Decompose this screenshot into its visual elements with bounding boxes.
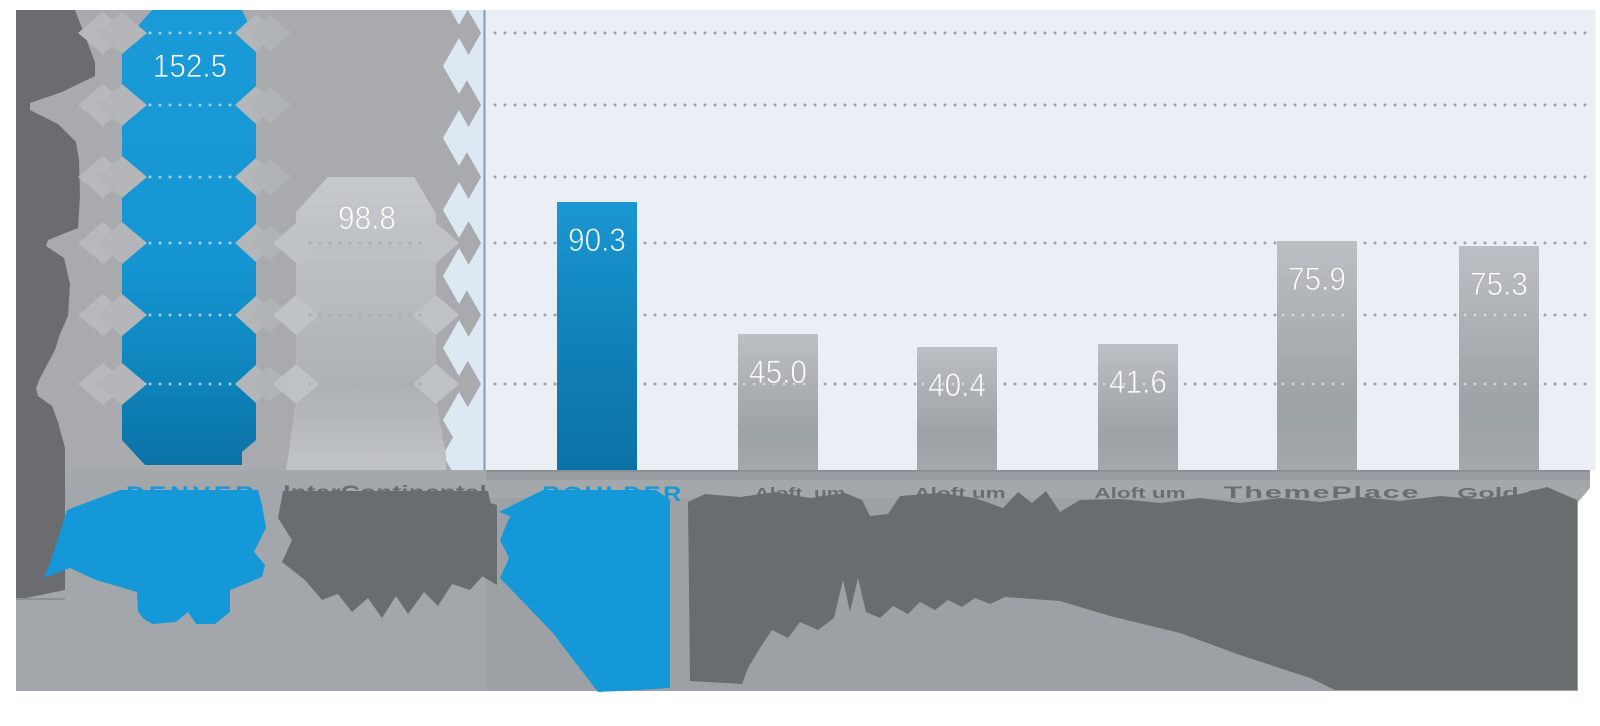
svg-text:98.8: 98.8 xyxy=(338,200,396,236)
svg-text:40.4: 40.4 xyxy=(928,367,986,403)
svg-text:75.9: 75.9 xyxy=(1288,261,1346,297)
svg-text:ThemePlace: ThemePlace xyxy=(1224,484,1421,503)
svg-text:45.0: 45.0 xyxy=(749,354,807,390)
svg-text:41.6: 41.6 xyxy=(1109,364,1167,400)
svg-text:Aloft um: Aloft um xyxy=(1094,485,1185,501)
svg-text:90.3: 90.3 xyxy=(568,222,626,258)
svg-text:152.5: 152.5 xyxy=(153,48,227,84)
svg-text:75.3: 75.3 xyxy=(1470,266,1528,302)
